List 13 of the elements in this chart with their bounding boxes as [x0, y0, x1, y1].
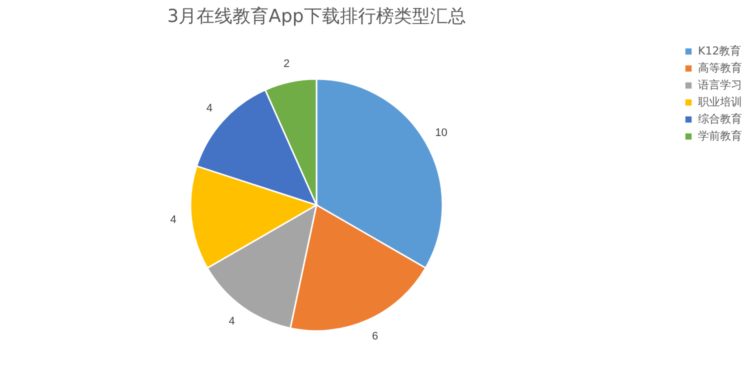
- legend-label: 综合教育: [698, 112, 742, 126]
- legend-label: K12教育: [698, 44, 742, 58]
- data-label: 4: [170, 214, 176, 226]
- data-label: 6: [372, 330, 378, 343]
- legend-label: 高等教育: [698, 62, 742, 74]
- data-label: 10: [435, 127, 448, 139]
- data-label: 4: [206, 102, 213, 115]
- chart-title: 3月在线教育App下载排行榜类型汇总: [167, 6, 466, 27]
- data-label: 2: [284, 58, 290, 70]
- legend-label: 职业培训: [698, 96, 742, 108]
- legend-label: 语言学习: [698, 78, 742, 92]
- legend-label: 学前教育: [698, 130, 742, 142]
- data-label: 4: [228, 316, 235, 328]
